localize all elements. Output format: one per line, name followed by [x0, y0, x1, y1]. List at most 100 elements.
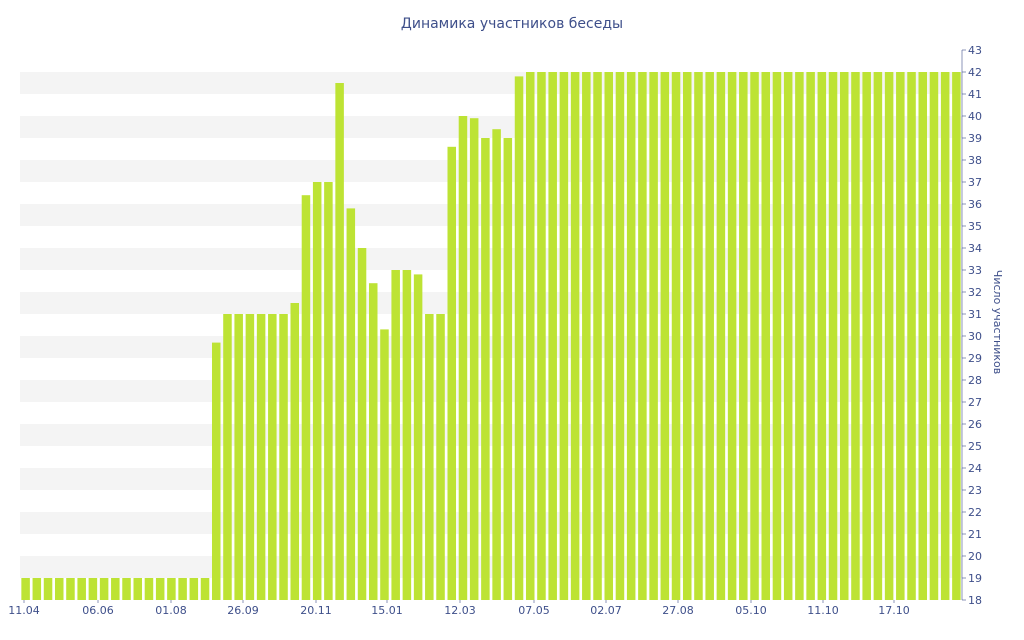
- bar: [537, 72, 546, 600]
- bar: [301, 195, 311, 600]
- bar: [851, 72, 860, 600]
- y-tick-label: 23: [968, 484, 982, 497]
- y-tick-label: 29: [968, 352, 982, 365]
- bar: [615, 72, 625, 600]
- y-tick-label: 39: [968, 132, 982, 145]
- x-tick-label: 06.06: [82, 604, 114, 617]
- bar: [772, 72, 782, 600]
- bar: [671, 72, 681, 600]
- grid-bands: [20, 72, 962, 578]
- bar: [739, 72, 748, 600]
- bar: [884, 72, 894, 600]
- bar: [324, 182, 333, 600]
- bar: [806, 72, 815, 600]
- bar: [896, 72, 905, 600]
- y-tick-label: 30: [968, 330, 982, 343]
- bar: [211, 342, 221, 600]
- bars: [21, 72, 961, 601]
- bar: [638, 72, 647, 600]
- grid-band: [20, 160, 962, 182]
- y-tick-label: 22: [968, 506, 982, 519]
- bar: [312, 182, 322, 600]
- y-tick-label: 36: [968, 198, 982, 211]
- y-axis: 18 19 20 21 22 23 24 25 26 27 28 29 30 31 32 33 34 35 36 37…: [961, 44, 982, 607]
- bar: [21, 578, 30, 600]
- x-tick-label: 26.09: [227, 604, 259, 617]
- bar: [200, 578, 210, 600]
- bar: [133, 578, 143, 600]
- bar: [99, 578, 109, 600]
- bar: [279, 314, 288, 600]
- y-tick-label: 20: [968, 550, 982, 563]
- bar: [604, 72, 614, 600]
- bar: [111, 578, 120, 600]
- bar: [839, 72, 849, 600]
- bar: [783, 72, 793, 600]
- bar: [402, 270, 412, 600]
- bar: [436, 314, 445, 600]
- bar: [570, 72, 580, 600]
- grid-band: [20, 248, 962, 270]
- x-axis: 11.04 06.06 01.08 26.09 20.11 15.01 12.03 07.05…: [8, 600, 910, 617]
- bar: [346, 208, 356, 600]
- bar: [290, 303, 300, 600]
- bar: [469, 118, 479, 600]
- bar: [761, 72, 771, 600]
- bar: [368, 283, 378, 600]
- y-tick-label: 26: [968, 418, 982, 431]
- x-tick-label: 20.11: [300, 604, 332, 617]
- grid-band: [20, 512, 962, 534]
- bar: [268, 314, 277, 600]
- bar: [256, 314, 266, 600]
- chart-title: Динамика участников беседы: [401, 16, 623, 32]
- bar: [952, 72, 961, 600]
- y-tick-label: 34: [968, 242, 982, 255]
- bar: [582, 72, 591, 600]
- bar: [503, 138, 513, 600]
- y-tick-label: 41: [968, 88, 982, 101]
- grid-band: [20, 72, 962, 94]
- bar: [682, 72, 692, 600]
- bar: [245, 314, 255, 600]
- bar: [335, 83, 344, 600]
- y-tick-label: 40: [968, 110, 982, 123]
- grid-band: [20, 556, 962, 578]
- bar: [88, 578, 98, 600]
- y-tick-label: 27: [968, 396, 982, 409]
- bar: [918, 72, 928, 600]
- bar: [155, 578, 165, 600]
- bar: [43, 578, 53, 600]
- bar: [144, 578, 154, 600]
- bar: [380, 329, 389, 600]
- grid-band: [20, 336, 962, 358]
- bar: [189, 578, 199, 600]
- x-tick-label: 02.07: [590, 604, 622, 617]
- x-tick-label: 27.08: [662, 604, 694, 617]
- bar: [514, 76, 524, 600]
- bar: [727, 72, 737, 600]
- y-tick-label: 37: [968, 176, 982, 189]
- bar: [425, 314, 434, 600]
- x-tick-label: 07.05: [518, 604, 550, 617]
- grid-band: [20, 424, 962, 446]
- grid-band: [20, 292, 962, 314]
- y-tick-label: 28: [968, 374, 982, 387]
- x-tick-label: 11.04: [8, 604, 40, 617]
- x-tick-label: 05.10: [735, 604, 767, 617]
- bar: [873, 72, 883, 600]
- bar: [593, 72, 602, 600]
- bar: [458, 116, 468, 600]
- x-tick-label: 01.08: [155, 604, 187, 617]
- bar: [626, 72, 636, 600]
- bar: [525, 72, 535, 600]
- bar: [447, 146, 457, 601]
- y-tick-label: 18: [968, 594, 982, 607]
- grid-band: [20, 468, 962, 490]
- bar: [54, 578, 64, 600]
- bar: [77, 578, 86, 600]
- x-tick-label: 17.10: [878, 604, 910, 617]
- y-tick-label: 35: [968, 220, 982, 233]
- y-tick-label: 19: [968, 572, 982, 585]
- bar: [694, 72, 703, 600]
